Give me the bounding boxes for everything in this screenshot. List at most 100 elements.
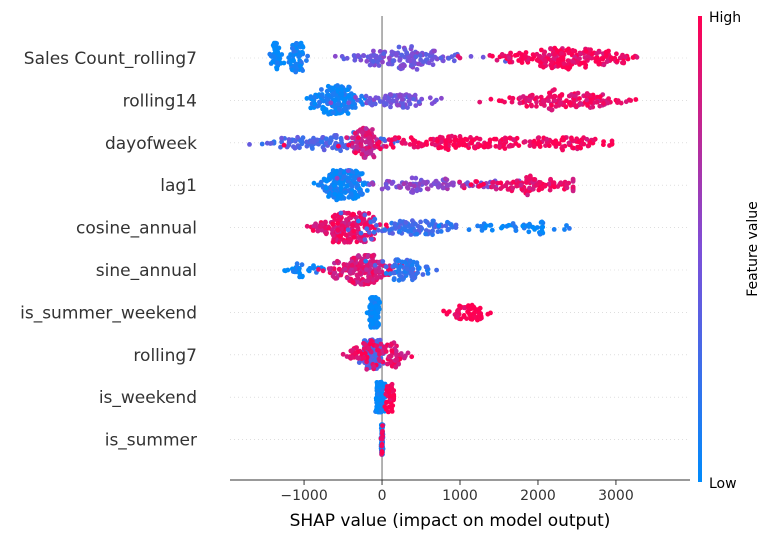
shap-point	[559, 92, 565, 97]
shap-point	[378, 382, 384, 388]
shap-point	[373, 352, 379, 358]
shap-point	[586, 143, 592, 148]
shap-point	[531, 138, 537, 144]
shap-point	[546, 52, 552, 58]
shap-point	[363, 126, 369, 132]
shap-point	[311, 265, 317, 271]
shap-point	[365, 253, 371, 258]
shap-point	[430, 62, 436, 68]
shap-point	[606, 96, 611, 101]
shap-point	[393, 364, 399, 370]
shap-point	[396, 44, 402, 50]
shap-point	[519, 60, 525, 65]
shap-point	[416, 61, 421, 67]
shap-point	[383, 349, 389, 354]
shap-point	[332, 97, 338, 103]
shap-point	[457, 179, 462, 185]
shap-point	[478, 143, 483, 148]
x-tick-label: 0	[378, 488, 387, 504]
shap-point	[278, 144, 283, 150]
shap-point	[490, 180, 495, 186]
shap-point	[370, 59, 376, 64]
shap-point	[434, 97, 439, 103]
shap-point	[466, 227, 472, 233]
shap-point	[396, 267, 402, 273]
shap-point	[396, 361, 401, 367]
shap-point	[400, 105, 406, 110]
shap-point	[382, 227, 387, 233]
shap-point	[379, 435, 385, 440]
shap-point	[336, 143, 341, 149]
shap-point	[342, 170, 347, 175]
shap-point	[560, 55, 566, 60]
shap-point	[530, 56, 535, 62]
shap-point	[330, 110, 336, 115]
shap-point	[633, 97, 639, 102]
shap-point	[513, 228, 519, 234]
shap-point	[354, 345, 359, 351]
shap-point	[439, 135, 445, 141]
shap-point	[342, 190, 348, 196]
shap-point	[560, 147, 565, 153]
shap-point	[388, 353, 394, 359]
shap-point	[502, 146, 508, 151]
shap-point	[347, 269, 353, 275]
shap-point	[332, 53, 338, 59]
shap-point	[334, 168, 340, 174]
shap-point	[573, 103, 579, 109]
shap-point	[583, 64, 588, 70]
shap-point	[410, 137, 416, 143]
shap-point	[317, 224, 323, 230]
shap-point	[331, 104, 337, 109]
shap-point	[407, 93, 412, 99]
shap-point	[345, 168, 351, 174]
shap-point	[369, 236, 374, 242]
shap-point	[440, 185, 446, 191]
shap-point	[346, 105, 351, 110]
shap-point	[268, 141, 273, 146]
shap-point	[459, 139, 465, 145]
shap-point	[359, 138, 365, 144]
shap-point	[310, 146, 315, 151]
shap-point	[354, 224, 360, 229]
shap-point	[552, 45, 558, 51]
shap-point	[373, 269, 379, 275]
shap-point	[334, 258, 340, 264]
shap-point	[386, 137, 392, 143]
shap-point	[335, 83, 340, 88]
shap-point	[354, 279, 360, 285]
shap-point	[350, 280, 356, 285]
shap-point	[352, 130, 358, 136]
shap-point	[376, 139, 382, 145]
shap-point	[387, 267, 393, 273]
shap-point	[514, 135, 520, 141]
shap-point	[259, 141, 265, 147]
feature-label: sine_annual	[96, 261, 197, 281]
shap-point	[488, 222, 494, 228]
shap-point	[364, 267, 369, 272]
shap-point	[601, 101, 606, 106]
shap-point	[538, 94, 544, 100]
shap-point	[271, 53, 277, 59]
shap-point	[597, 94, 603, 100]
shap-point	[323, 220, 328, 226]
shap-point	[414, 67, 420, 72]
shap-point	[523, 180, 529, 185]
shap-point	[341, 262, 347, 267]
feature-label: dayofweek	[105, 134, 197, 154]
shap-point	[364, 310, 370, 316]
shap-point	[445, 183, 451, 188]
shap-point	[362, 350, 368, 356]
shap-point	[578, 101, 584, 106]
shap-point	[539, 219, 545, 225]
shap-point	[354, 144, 359, 149]
shap-point	[534, 103, 539, 109]
shap-point	[502, 99, 507, 105]
shap-point	[384, 399, 390, 405]
shap-point	[371, 218, 377, 224]
shap-point	[276, 52, 282, 58]
shap-point	[620, 60, 625, 66]
shap-point	[368, 317, 374, 323]
shap-point	[288, 59, 294, 64]
